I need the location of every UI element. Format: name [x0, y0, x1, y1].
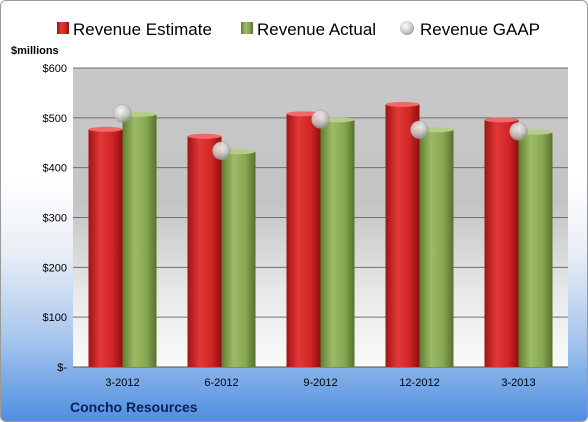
marker-gaap: [410, 120, 429, 140]
bar-actual: [122, 114, 157, 367]
y-tick-label: $300: [43, 213, 67, 225]
bar-estimate: [484, 119, 519, 368]
x-tick-label: 12-2012: [399, 377, 439, 389]
company-name: Concho Resources: [70, 399, 198, 415]
x-tick-label: 6-2012: [204, 377, 238, 389]
y-unit-label: $millions: [11, 45, 59, 57]
bar-estimate-cap: [286, 111, 321, 117]
y-tick-label: $500: [43, 113, 67, 125]
x-tick-label: 3-2012: [105, 377, 139, 389]
legend: Revenue Estimate Revenue Actual Revenue …: [57, 20, 540, 39]
x-tick-label: 3-2013: [501, 377, 535, 389]
y-tick-label: $200: [43, 262, 67, 274]
legend-swatch-gaap: [400, 21, 414, 35]
bar-estimate: [88, 129, 123, 367]
legend-swatch-estimate: [57, 22, 69, 34]
legend-item-estimate: Revenue Estimate: [57, 20, 212, 39]
bar-actual: [320, 119, 355, 368]
bar-estimate: [385, 104, 420, 368]
bars: [88, 101, 553, 368]
bar-estimate: [286, 113, 321, 367]
bar-actual: [419, 129, 454, 367]
x-axis: 3-2012 6-2012 9-2012 12-2012 3-2013: [105, 377, 535, 389]
marker-gaap: [311, 110, 330, 129]
marker-gaap: [113, 104, 132, 123]
y-tick-label: $400: [43, 163, 67, 175]
legend-swatch-actual: [241, 22, 253, 34]
legend-item-actual: Revenue Actual: [241, 20, 376, 39]
marker-gaap: [509, 122, 528, 141]
marker-gaap: [212, 141, 231, 160]
x-tick-label: 9-2012: [303, 377, 337, 389]
y-tick-label: $-: [57, 362, 67, 374]
bar-estimate-cap: [88, 126, 123, 132]
bar-estimate-cap: [484, 117, 519, 123]
y-tick-label: $600: [43, 63, 67, 75]
bar-estimate-cap: [187, 133, 222, 139]
legend-label-gaap: Revenue GAAP: [420, 20, 540, 39]
bar-estimate-cap: [385, 101, 420, 107]
legend-label-actual: Revenue Actual: [257, 20, 376, 39]
bar-estimate: [187, 136, 222, 367]
bar-actual: [221, 151, 256, 367]
y-tick-label: $100: [43, 312, 67, 324]
legend-label-estimate: Revenue Estimate: [73, 20, 212, 39]
bar-actual: [518, 132, 553, 367]
legend-item-gaap: Revenue GAAP: [400, 20, 540, 39]
gaap-markers: [113, 104, 528, 160]
